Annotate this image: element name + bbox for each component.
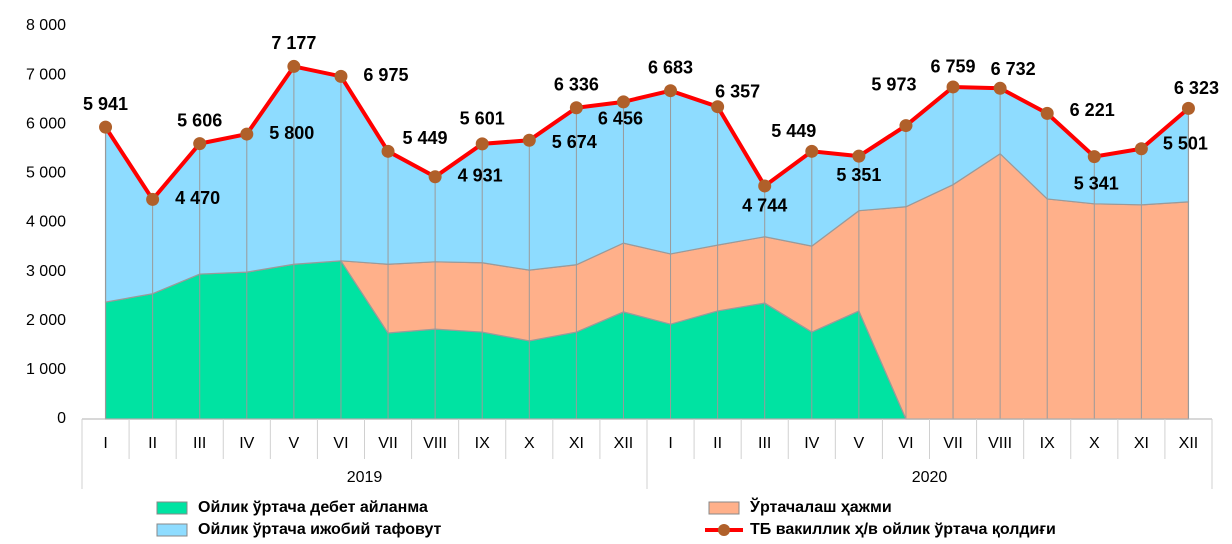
- marker: [711, 100, 725, 114]
- marker: [1087, 150, 1101, 164]
- y-tick-label: 1 000: [26, 361, 66, 378]
- group-label: 2019: [347, 469, 383, 486]
- data-label: 6 683: [648, 57, 693, 77]
- data-label: 6 456: [598, 109, 643, 129]
- marker: [287, 59, 301, 73]
- y-tick-label: 5 000: [26, 165, 66, 182]
- x-tick-label: IV: [239, 435, 254, 452]
- legend-label: ТБ вакиллик ҳ/в ойлик ўртача қолдиғи: [750, 521, 1056, 538]
- x-tick-label: X: [1089, 435, 1100, 452]
- x-tick-label: X: [524, 435, 535, 452]
- legend-label: Ойлик ўртача дебет айланма: [198, 499, 428, 516]
- x-tick-label: V: [289, 435, 300, 452]
- x-tick-label: V: [854, 435, 865, 452]
- marker: [193, 137, 207, 151]
- legend-label: Ойлик ўртача ижобий тафовут: [198, 521, 442, 538]
- marker: [569, 101, 583, 115]
- x-tick-label: VII: [378, 435, 398, 452]
- data-label: 6 323: [1174, 78, 1219, 98]
- x-tick-label: XII: [1179, 435, 1199, 452]
- data-label: 4 931: [458, 166, 503, 186]
- data-label: 5 973: [871, 74, 916, 94]
- x-tick-label: XI: [1134, 435, 1149, 452]
- x-tick-label: VI: [898, 435, 913, 452]
- data-label: 5 941: [83, 94, 128, 114]
- x-tick-label: I: [668, 435, 672, 452]
- y-tick-label: 3 000: [26, 263, 66, 280]
- data-label: 6 732: [991, 59, 1036, 79]
- y-tick-label: 6 000: [26, 115, 66, 132]
- marker: [99, 120, 113, 134]
- marker: [146, 192, 160, 206]
- data-label: 4 744: [742, 196, 787, 216]
- data-label: 5 351: [836, 165, 881, 185]
- marker: [664, 84, 678, 98]
- legend-swatch: [708, 501, 740, 515]
- y-tick-label: 8 000: [26, 17, 66, 34]
- data-label: 5 606: [177, 110, 222, 130]
- marker: [240, 127, 254, 141]
- legend-swatch: [156, 501, 188, 515]
- x-tick-label: III: [758, 435, 771, 452]
- x-tick-label: VIII: [988, 435, 1012, 452]
- data-label: 6 975: [363, 65, 408, 85]
- y-tick-label: 4 000: [26, 214, 66, 231]
- x-tick-label: IX: [1040, 435, 1055, 452]
- x-tick-label: I: [103, 435, 107, 452]
- marker: [805, 144, 819, 158]
- data-label: 5 341: [1074, 173, 1119, 193]
- marker: [758, 179, 772, 193]
- marker: [616, 95, 630, 109]
- data-label: 5 601: [460, 109, 505, 129]
- y-tick-label: 0: [57, 410, 66, 427]
- data-label: 5 800: [269, 123, 314, 143]
- x-tick-label: XI: [569, 435, 584, 452]
- marker: [1181, 101, 1195, 115]
- marker: [899, 119, 913, 133]
- data-label: 5 501: [1163, 134, 1208, 154]
- data-label: 4 470: [175, 188, 220, 208]
- x-tick-label: III: [193, 435, 206, 452]
- marker: [428, 170, 442, 184]
- data-label: 6 759: [931, 57, 976, 77]
- x-tick-label: IX: [475, 435, 490, 452]
- x-tick-label: VII: [943, 435, 963, 452]
- legend-label: Ўртачалаш ҳажми: [749, 496, 892, 516]
- data-label: 5 449: [771, 121, 816, 141]
- line: [103, 64, 1190, 203]
- marker: [993, 81, 1007, 95]
- y-tick-label: 7 000: [26, 66, 66, 83]
- data-label: 6 336: [554, 74, 599, 94]
- y-tick-label: 2 000: [26, 312, 66, 329]
- data-label: 6 221: [1070, 100, 1115, 120]
- data-label: 6 357: [715, 81, 760, 101]
- marker: [334, 69, 348, 83]
- legend-swatch: [156, 523, 188, 537]
- marker: [946, 80, 960, 94]
- marker: [522, 133, 536, 147]
- x-tick-label: XII: [614, 435, 634, 452]
- marker: [1134, 142, 1148, 156]
- group-label: 2020: [912, 469, 948, 486]
- marker: [852, 149, 866, 163]
- data-label: 5 449: [403, 128, 448, 148]
- x-tick-label: II: [148, 435, 157, 452]
- x-tick-label: VI: [333, 435, 348, 452]
- x-tick-label: II: [713, 435, 722, 452]
- data-label: 7 177: [271, 33, 316, 53]
- marker: [381, 144, 395, 158]
- marker: [475, 137, 489, 151]
- data-label: 5 674: [552, 132, 597, 152]
- marker: [1040, 106, 1054, 120]
- x-tick-label: VIII: [423, 435, 447, 452]
- x-tick-label: IV: [804, 435, 819, 452]
- legend-marker: [718, 524, 730, 536]
